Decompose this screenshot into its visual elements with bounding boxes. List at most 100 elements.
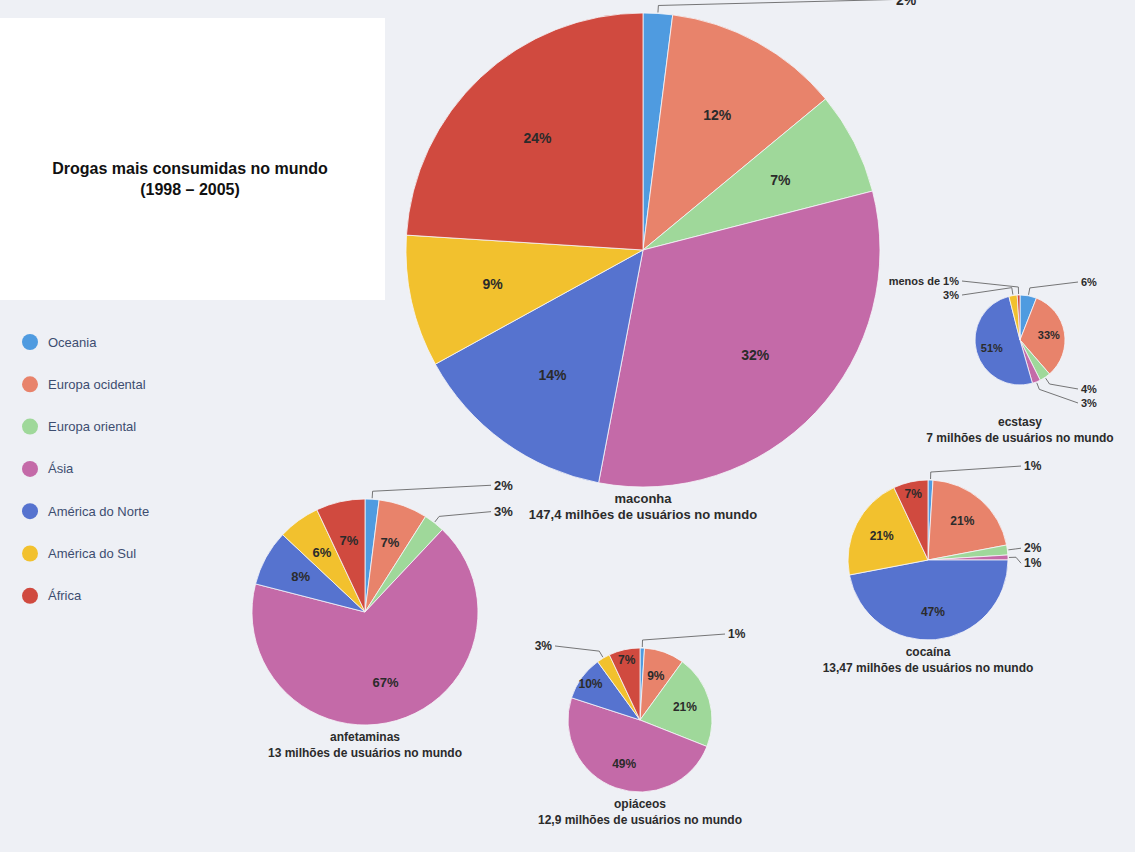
legend-item: Oceania xyxy=(22,334,97,350)
marks xyxy=(252,13,1065,792)
legend-swatch xyxy=(22,588,38,604)
legend: Oceania Europa ocidental Europa oriental Ás… xyxy=(22,334,149,604)
chart-title: Drogas mais consumidas no mundo xyxy=(52,160,328,177)
legend-swatch xyxy=(22,546,38,562)
pie-slice xyxy=(406,235,643,364)
data-label: 12% xyxy=(703,107,732,123)
leader-line xyxy=(1046,378,1078,389)
data-label: 9% xyxy=(647,669,665,683)
pie-slice xyxy=(928,555,1008,560)
data-label: 24% xyxy=(524,130,553,146)
texts: 2% 12% 7% 32% 14% 9% 24% 6% 33% 4% 3% 51% 3% menos de… xyxy=(291,0,1097,771)
legend-swatch xyxy=(22,503,38,519)
legend-item: África xyxy=(22,588,82,604)
pie-labels: 1%21%2%1%47%21%7% xyxy=(870,459,1042,619)
pie-slice xyxy=(609,648,640,720)
pie xyxy=(252,499,478,725)
data-label: menos de 1% xyxy=(889,275,960,287)
pie-subtitle: 13,47 milhões de usuários no mundo xyxy=(823,661,1034,675)
data-label: 51% xyxy=(981,342,1003,354)
pie-subtitle: 13 milhões de usuários no mundo xyxy=(268,746,462,760)
leader-line xyxy=(642,634,725,647)
data-label: 3% xyxy=(943,289,959,301)
pie-labels: 1%9%21%49%10%3%7% xyxy=(535,627,746,771)
pie-slice xyxy=(975,296,1032,385)
pie-title: maconha xyxy=(614,491,672,506)
data-label: 4% xyxy=(1081,383,1097,395)
pie-subtitle: 7 milhões de usuários no mundo xyxy=(926,431,1113,445)
leader-line xyxy=(372,485,491,498)
data-label: 3% xyxy=(535,639,553,653)
legend-label: Europa ocidental xyxy=(48,377,146,392)
legend-item: América do Norte xyxy=(22,503,149,519)
pie-title: cocaína xyxy=(906,645,951,659)
background xyxy=(0,0,1135,852)
data-label: 7% xyxy=(904,487,922,501)
data-label: 1% xyxy=(1024,556,1042,570)
pie xyxy=(568,648,712,792)
legend-label: Europa oriental xyxy=(48,419,136,434)
data-label: 2% xyxy=(1024,541,1042,555)
legend-label: América do Sul xyxy=(48,546,136,561)
pie-labels: 2%7%3%67%8%6%7% xyxy=(291,478,513,690)
legend-item: Europa oriental xyxy=(22,419,136,435)
legend-label: América do Norte xyxy=(48,504,149,519)
chart-root: Drogas mais consumidas no mundo (1998 – 2… xyxy=(0,0,1135,852)
data-label: 21% xyxy=(870,529,894,543)
data-label: 7% xyxy=(340,533,359,548)
pie-subtitle: 147,4 milhões de usuários no mundo xyxy=(529,507,757,522)
data-label: 3% xyxy=(1081,397,1097,409)
legend-swatch xyxy=(22,334,38,350)
pie-subtitle: 12,9 milhões de usuários no mundo xyxy=(538,813,742,827)
leader-line xyxy=(658,0,893,12)
leader-line xyxy=(555,646,603,657)
data-label: 8% xyxy=(291,569,310,584)
leader-line xyxy=(1029,282,1078,295)
pie xyxy=(848,480,1008,640)
pie-title: ecstasy xyxy=(998,415,1042,429)
data-label: 6% xyxy=(1081,276,1097,288)
legend-label: África xyxy=(48,588,82,603)
data-label: 7% xyxy=(618,653,636,667)
pie-slice xyxy=(1009,295,1020,340)
pie-slice xyxy=(406,13,643,250)
leader-line xyxy=(962,288,1013,295)
leader-line xyxy=(1008,548,1021,550)
pie-slice xyxy=(849,560,1008,640)
data-label: 9% xyxy=(483,276,504,292)
pie-slice xyxy=(928,545,1008,560)
legend-label: Oceania xyxy=(48,335,97,350)
pie-title: opiáceos xyxy=(614,797,666,811)
data-label: 21% xyxy=(950,514,974,528)
data-label: 7% xyxy=(380,535,399,550)
leader-line xyxy=(435,512,491,522)
pie xyxy=(406,13,880,487)
data-label: 14% xyxy=(538,367,567,383)
legend-swatch xyxy=(22,419,38,435)
data-label: 32% xyxy=(741,347,770,363)
leader-line xyxy=(1037,383,1078,403)
pie-slice xyxy=(1017,295,1020,340)
data-label: 67% xyxy=(372,675,398,690)
data-label: 1% xyxy=(1024,459,1042,473)
legend-item: Ásia xyxy=(22,461,74,477)
title-panel xyxy=(0,18,385,300)
chart-subtitle: (1998 – 2005) xyxy=(140,181,240,198)
chart-svg: Drogas mais consumidas no mundo (1998 – 2… xyxy=(0,0,1135,852)
pie-labels: 6% 33% 4% 3% 51% 3% menos de 1% xyxy=(889,275,1097,409)
legend-label: Ásia xyxy=(48,461,74,476)
data-label: 3% xyxy=(494,504,513,519)
data-label: 2% xyxy=(896,0,917,7)
data-label: 7% xyxy=(770,172,791,188)
data-label: 33% xyxy=(1038,329,1060,341)
pie-labels: 2% 12% 7% 32% 14% 9% 24% xyxy=(483,0,917,383)
legend-item: Europa ocidental xyxy=(22,376,146,392)
leader-line xyxy=(931,466,1021,479)
pie-slice xyxy=(894,480,928,560)
data-label: 49% xyxy=(612,757,636,771)
data-label: 21% xyxy=(673,700,697,714)
data-label: 1% xyxy=(728,627,746,641)
legend-swatch xyxy=(22,461,38,477)
leader-line xyxy=(1009,557,1021,563)
legend-item: América do Sul xyxy=(22,546,136,562)
